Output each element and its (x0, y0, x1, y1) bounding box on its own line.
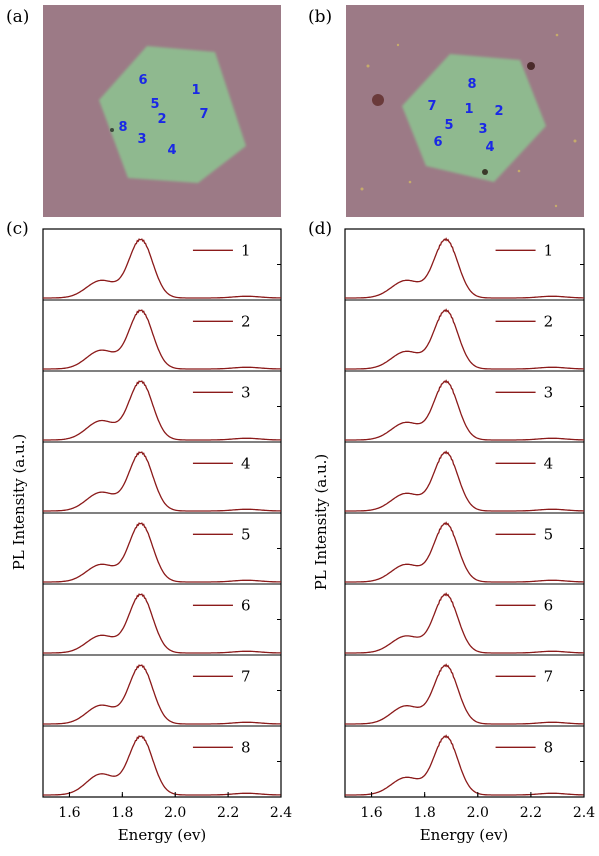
x-tick-label: 1.8 (414, 805, 436, 821)
legend-label: 4 (241, 454, 251, 472)
micrograph-a: 1 23 4 56 7 8 (43, 5, 281, 217)
flake (402, 54, 546, 182)
micrograph-b: 1 23 4 56 7 8 (346, 5, 584, 217)
spectrum-line (43, 238, 281, 299)
spectrum-line (345, 592, 584, 654)
x-tick-label: 2.4 (270, 805, 292, 821)
legend-label: 4 (544, 454, 554, 472)
spot-label: 4 (485, 140, 494, 155)
legend-label: 5 (241, 525, 251, 543)
spot-label: 2 (157, 112, 166, 127)
spot-labels-a: 1 23 4 56 7 8 (118, 73, 208, 158)
x-tick-label: 2.2 (520, 805, 542, 821)
spot-label: 5 (150, 97, 159, 112)
legend-label: 2 (241, 312, 251, 330)
legend-label: 8 (241, 738, 251, 756)
panel-letter-d: (d) (308, 219, 332, 239)
legend-label: 8 (544, 738, 554, 756)
spectrum-line (43, 380, 281, 441)
y-axis-label-c: PL Intensity (a.u.) (10, 434, 28, 571)
legend-label: 7 (241, 667, 251, 685)
y-axis-label-d: PL Intensity (a.u.) (312, 454, 330, 591)
spectrum-line (43, 522, 281, 583)
spot-label: 1 (464, 102, 473, 117)
legend-label: 6 (544, 596, 554, 614)
spectrum-line (43, 664, 281, 725)
legend-label: 6 (241, 596, 251, 614)
spot-label: 2 (494, 104, 503, 119)
spot-label: 8 (118, 120, 127, 135)
legend-label: 3 (544, 383, 554, 401)
panel-letter-b: (b) (308, 7, 332, 27)
legend-label: 1 (241, 241, 251, 259)
flake (99, 46, 246, 183)
x-tick-label: 2.4 (573, 805, 595, 821)
residue-dot (110, 128, 114, 132)
x-tick-label: 2.0 (467, 805, 489, 821)
spectrum-line (345, 521, 584, 583)
spectrum-line (43, 735, 281, 796)
x-tick-label: 1.8 (111, 805, 133, 821)
spectrum-line (43, 309, 281, 370)
spot-label: 6 (433, 135, 442, 150)
legend-label: 7 (544, 667, 554, 685)
particle (482, 169, 488, 175)
spectrum-line (43, 593, 281, 654)
spot-label: 6 (138, 73, 147, 88)
spot-label: 4 (167, 143, 176, 158)
debris-dots (360, 33, 577, 208)
spot-label: 3 (137, 132, 146, 147)
particle (372, 94, 384, 106)
legend-label: 5 (544, 525, 554, 543)
spectrum-line (345, 379, 584, 441)
legend-label: 3 (241, 383, 251, 401)
spectrum-line (345, 450, 584, 512)
legend-label: 2 (544, 312, 554, 330)
spot-label: 5 (444, 118, 453, 133)
spot-labels-b: 1 23 4 56 7 8 (427, 77, 503, 155)
x-tick-label: 1.6 (360, 805, 382, 821)
spectrum-line (345, 237, 584, 299)
x-tick-label: 2.0 (164, 805, 186, 821)
spectrum-line (345, 308, 584, 370)
spectrum-line (43, 451, 281, 512)
spot-label: 3 (478, 122, 487, 137)
spectra-panel-d: PL Intensity (a.u.) Energy (ev) 1 2 3 4 5 6 7 8… (312, 228, 595, 844)
spectrum-line (345, 734, 584, 796)
particle (527, 62, 535, 70)
spectra-panel-c: PL Intensity (a.u.) Energy (ev) 1 2 3 4 5 6 7 8… (10, 228, 292, 844)
spot-label: 7 (199, 107, 208, 122)
spot-label: 7 (427, 99, 436, 114)
x-tick-label: 2.2 (217, 805, 239, 821)
spot-label: 1 (191, 83, 200, 98)
x-axis-label-d: Energy (ev) (420, 826, 509, 844)
legend-label: 1 (544, 241, 554, 259)
panel-letter-c: (c) (6, 219, 29, 239)
spectrum-line (345, 663, 584, 725)
panel-letter-a: (a) (6, 7, 29, 27)
x-axis-label-c: Energy (ev) (118, 826, 207, 844)
spot-label: 8 (467, 77, 476, 92)
x-tick-label: 1.6 (58, 805, 80, 821)
